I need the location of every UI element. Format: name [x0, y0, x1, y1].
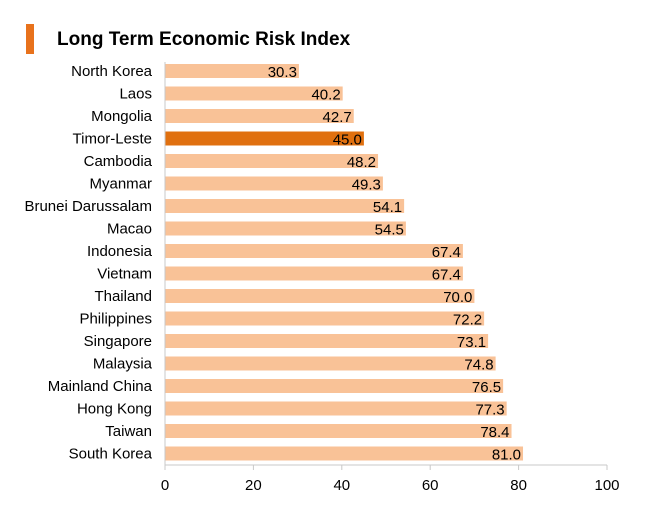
category-label: Philippines: [79, 311, 152, 328]
x-tick-label: 40: [333, 477, 350, 494]
bar: [165, 154, 379, 168]
data-label: 42.7: [323, 109, 352, 126]
bar: [165, 86, 343, 101]
data-label: 77.3: [475, 402, 504, 419]
category-label: Mainland China: [48, 378, 153, 395]
category-label: Vietnam: [97, 266, 152, 283]
bar: [165, 424, 512, 438]
bar: [165, 131, 364, 146]
data-label: 67.4: [432, 267, 461, 284]
category-label: Cambodia: [84, 153, 153, 170]
bar: [165, 289, 475, 303]
data-label: 67.4: [432, 244, 461, 261]
bar: [165, 199, 405, 213]
category-label: Indonesia: [87, 243, 153, 260]
category-label: Mongolia: [91, 108, 153, 125]
bar: [165, 64, 299, 78]
category-label: South Korea: [69, 446, 153, 463]
data-label: 30.3: [268, 64, 297, 81]
bar: [165, 221, 406, 236]
bar: [165, 356, 496, 371]
data-label: 49.3: [352, 177, 381, 194]
chart-title: Long Term Economic Risk Index: [57, 29, 351, 50]
x-tick-label: 20: [245, 477, 262, 494]
x-tick-label: 100: [594, 477, 619, 494]
x-tick-label: 80: [510, 477, 527, 494]
bar: [165, 244, 463, 258]
bar: [165, 446, 524, 461]
title-marker: [26, 24, 34, 54]
bar: [165, 176, 383, 191]
data-label: 54.5: [375, 222, 404, 239]
data-label: 73.1: [457, 334, 486, 351]
x-tick-label: 60: [422, 477, 439, 494]
category-label: North Korea: [71, 63, 153, 80]
data-label: 48.2: [347, 154, 376, 171]
bar: [165, 266, 463, 281]
data-label: 78.4: [480, 424, 509, 441]
category-label: Taiwan: [105, 423, 152, 440]
data-label: 45.0: [333, 132, 362, 149]
category-label: Timor-Leste: [73, 131, 152, 148]
bar: [165, 311, 485, 326]
category-label: Thailand: [94, 288, 152, 305]
bar: [165, 379, 504, 393]
bar: [165, 401, 507, 416]
category-label: Hong Kong: [77, 401, 152, 418]
bar: [165, 109, 354, 123]
data-label: 54.1: [373, 199, 402, 216]
category-label: Macao: [107, 221, 152, 238]
data-label: 72.2: [453, 312, 482, 329]
data-label: 74.8: [464, 357, 493, 374]
data-label: 81.0: [492, 447, 521, 464]
x-tick-label: 0: [161, 477, 169, 494]
category-label: Malaysia: [93, 356, 153, 373]
bar: [165, 334, 489, 348]
data-label: 76.5: [472, 379, 501, 396]
category-label: Brunei Darussalam: [24, 198, 152, 215]
category-label: Laos: [119, 86, 152, 103]
category-label: Singapore: [84, 333, 152, 350]
data-label: 40.2: [311, 87, 340, 104]
data-label: 70.0: [443, 289, 472, 306]
category-label: Myanmar: [89, 176, 152, 193]
